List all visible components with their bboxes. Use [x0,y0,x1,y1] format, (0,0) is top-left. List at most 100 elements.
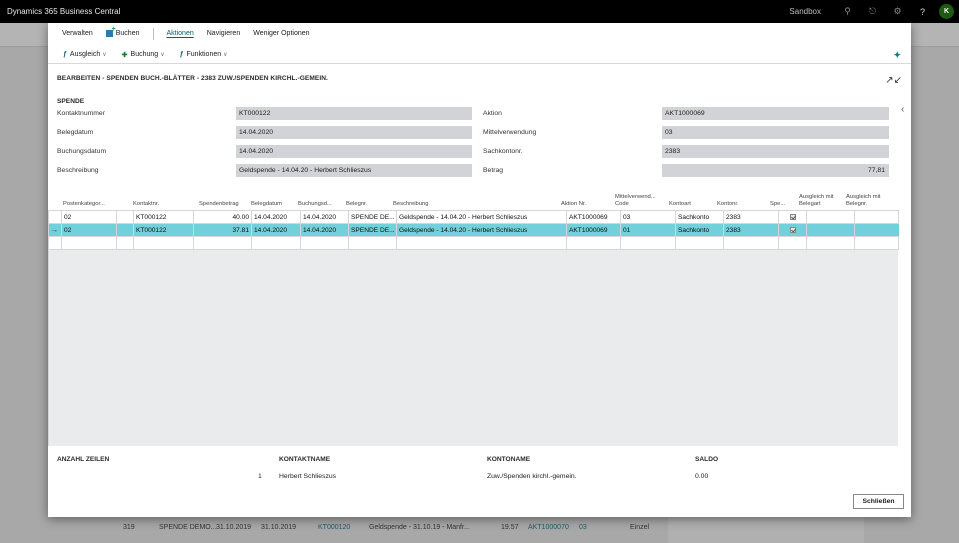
col-belegdatum[interactable]: Belegdatum [251,201,282,207]
bg-typ: Einzel [630,524,650,531]
action-buchung-label: Buchung [130,51,159,58]
menu-verwalten[interactable]: Verwalten [62,30,93,37]
action-ausgleich[interactable]: ƒ Ausgleich ∨ [63,51,107,58]
action-funktionen[interactable]: ƒ Funktionen ∨ [180,51,228,58]
cell-belegdatum[interactable]: 14.04.2020 [251,211,300,223]
cell-empty[interactable] [251,237,300,249]
pin-icon[interactable]: ✦ [893,50,901,60]
cell-empty[interactable] [806,237,854,249]
cell-postenkategorie[interactable]: 02 [61,224,116,236]
bell-icon[interactable]: ⎋ [868,6,877,16]
bg-kontaktnr-link[interactable]: KT000120 [318,524,351,531]
bg-betrag: 19.57 [501,524,519,531]
bg-mittelverwendung[interactable]: 03 [579,524,587,531]
cell-kontaktnr[interactable]: KT000122 [133,224,193,236]
checkbox-checked-icon[interactable] [789,227,796,233]
kontaktnummer-input[interactable]: KT000122 [236,106,472,120]
cell-empty[interactable] [348,237,396,249]
cell-empty[interactable] [723,237,778,249]
cell-beschreibung[interactable]: Geldspende - 14.04.20 - Herbert Schliesz… [396,224,566,236]
cell-empty[interactable] [116,237,133,249]
cell-spendenbetrag[interactable]: 40.00 [193,211,251,223]
cell-empty[interactable] [566,237,620,249]
col-kontoart[interactable]: Kontoart [669,201,691,207]
col-mittelverwendung-code[interactable]: Mittelverwend... Code [615,194,656,207]
action-buchung[interactable]: ✚ Buchung ∨ [122,51,165,59]
cell-kontoart[interactable]: Sachkonto [675,211,723,223]
cell-empty[interactable] [116,224,133,236]
belegdatum-input[interactable]: 14.04.2020 [236,125,472,139]
cell-empty[interactable] [620,237,675,249]
cell-ausgleich-belegart[interactable] [806,224,854,236]
col-belegnr[interactable]: Belegnr. [346,201,368,207]
cell-empty[interactable] [133,237,193,249]
col-kontonr[interactable]: Kontonr. [717,201,739,207]
cell-spe[interactable] [778,211,806,223]
cell-spendenbetrag[interactable]: 37.81 [193,224,251,236]
cell-empty[interactable] [675,237,723,249]
cell-belegnr[interactable]: SPENDE DE... [348,224,396,236]
aktion-input[interactable]: AKT1000069 [662,106,889,120]
kontoname-label: KONTONAME [487,456,531,463]
menu-weniger-optionen[interactable]: Weniger Optionen [253,30,310,37]
menu-aktionen[interactable]: Aktionen [166,30,194,37]
col-ausgleich-belegnr[interactable]: Ausgleich mit Belegnr. [846,194,881,207]
avatar[interactable]: K [939,4,954,19]
bg-buchungsdatum: 31.10.2019 [261,524,297,531]
cell-belegdatum[interactable]: 14.04.2020 [251,224,300,236]
action-funktionen-label: Funktionen [186,51,222,58]
cell-ausgleich-belegnr[interactable] [854,211,899,223]
col-ausgleich-belegart[interactable]: Ausgleich mit Belegart [799,194,834,207]
cell-aktion-nr[interactable]: AKT1000069 [566,224,620,236]
col-kontaktnr[interactable]: Kontaktnr. [133,201,160,207]
cell-buchungsdatum[interactable]: 14.04.2020 [300,211,348,223]
app-title[interactable]: Dynamics 365 Business Central [7,7,121,16]
close-button[interactable]: Schließen [853,494,904,509]
cell-buchungsdatum[interactable]: 14.04.2020 [300,224,348,236]
menu-buchen[interactable]: Buchen [105,26,140,37]
collapse-icon[interactable]: ↗↙ [885,75,902,86]
cell-empty[interactable] [193,237,251,249]
gear-icon[interactable]: ⚙ [893,6,902,16]
cell-empty[interactable] [116,211,133,223]
betrag-input[interactable]: 77,81 [662,163,889,177]
cell-empty[interactable] [778,237,806,249]
sachkontonr-input[interactable]: 2383 [662,144,889,158]
cell-ausgleich-belegart[interactable] [806,211,854,223]
chevron-left-icon[interactable]: ‹ [901,104,905,115]
col-spe[interactable]: Spe... [770,201,786,207]
table-row-new[interactable] [49,236,899,250]
col-postenkategorie[interactable]: Postenkategor... [63,201,105,207]
cell-spe[interactable] [778,224,806,236]
col-aktion-nr[interactable]: Aktion Nr. [561,201,587,207]
cell-empty[interactable] [396,237,566,249]
cell-aktion-nr[interactable]: AKT1000069 [566,211,620,223]
mittelverwendung-input[interactable]: 03 [662,125,889,139]
help-icon[interactable]: ? [919,6,925,17]
bg-aktion-link[interactable]: AKT1000070 [528,524,569,531]
cell-mittelverwendung[interactable]: 01 [620,224,675,236]
search-icon[interactable]: ⚲ [844,6,851,16]
menu-navigieren[interactable]: Navigieren [206,30,241,37]
table-row[interactable]: 02 KT000122 40.00 14.04.2020 14.04.2020 … [49,210,899,223]
col-beschreibung[interactable]: Beschreibung [393,201,429,207]
cell-beschreibung[interactable]: Geldspende - 14.04.20 - Herbert Schliesz… [396,211,566,223]
cell-belegnr[interactable]: SPENDE DE... [348,211,396,223]
cell-empty[interactable] [300,237,348,249]
col-buchungsdatum[interactable]: Buchungsd... [298,201,332,207]
cell-kontaktnr[interactable]: KT000122 [133,211,193,223]
cell-ausgleich-belegnr[interactable] [854,224,899,236]
cell-kontonr[interactable]: 2383 [723,224,778,236]
col-spendenbetrag[interactable]: Spendenbetrag [199,201,239,207]
cell-kontoart[interactable]: Sachkonto [675,224,723,236]
buchungsdatum-input[interactable]: 14.04.2020 [236,144,472,158]
table-row-selected[interactable]: → 02 KT000122 37.81 14.04.2020 14.04.202… [49,223,899,236]
cell-postenkategorie[interactable]: 02 [61,211,116,223]
cell-empty[interactable] [854,237,899,249]
cell-kontonr[interactable]: 2383 [723,211,778,223]
beschreibung-input[interactable]: Geldspende - 14.04.20 - Herbert Schliesz… [236,163,472,177]
cell-empty[interactable] [61,237,116,249]
cell-mittelverwendung[interactable]: 03 [620,211,675,223]
lightning-icon: ƒ [63,51,67,58]
checkbox-checked-icon[interactable] [789,214,796,220]
